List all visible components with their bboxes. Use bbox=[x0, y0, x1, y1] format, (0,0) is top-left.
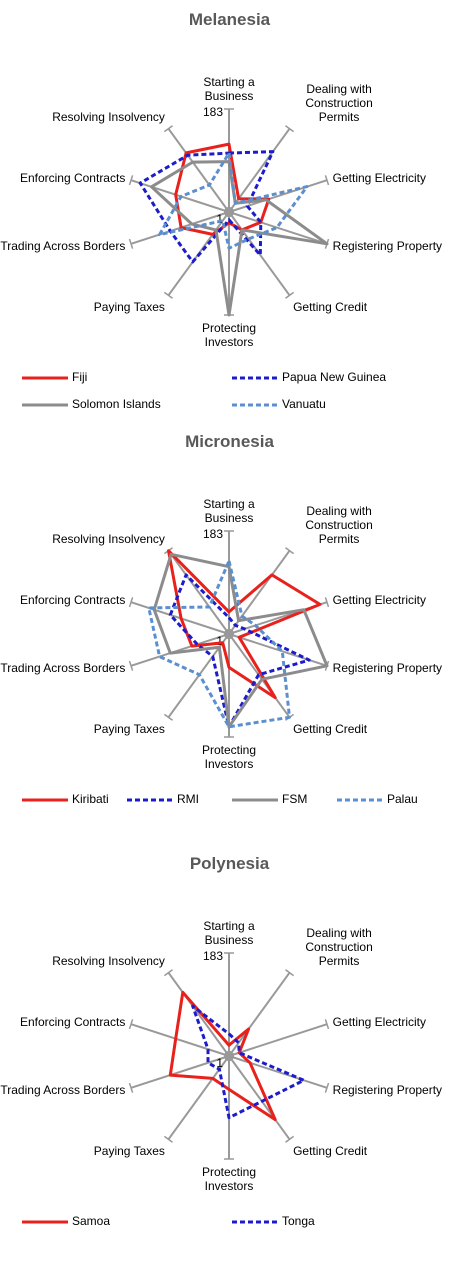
axis-spoke bbox=[167, 972, 230, 1057]
r-tick-label: 1 bbox=[216, 1056, 223, 1070]
tick-mark bbox=[128, 175, 134, 186]
chart-title: Polynesia bbox=[189, 854, 270, 873]
r-tick-label: 183 bbox=[203, 105, 223, 119]
legend-label: Samoa bbox=[72, 1214, 110, 1228]
axis-spoke bbox=[228, 211, 328, 245]
axis-label: Starting a Business bbox=[183, 497, 275, 525]
tick-mark bbox=[285, 291, 295, 299]
legend-label: Solomon Islands bbox=[72, 397, 161, 411]
axis-spoke bbox=[167, 550, 230, 635]
legend-label: FSM bbox=[282, 792, 307, 806]
axis-label: Getting Credit bbox=[293, 300, 368, 315]
axis-label: Enforcing Contracts bbox=[19, 1015, 126, 1030]
axis-label: Protecting Investors bbox=[183, 743, 275, 771]
axis-spoke bbox=[167, 128, 230, 213]
axis-spoke bbox=[130, 1023, 230, 1057]
tick-mark bbox=[224, 1052, 234, 1060]
axis-label: Starting a Business bbox=[183, 919, 275, 947]
tick-mark bbox=[163, 713, 173, 721]
axis-label: Getting Credit bbox=[293, 1144, 368, 1159]
axis-label: Starting a Business bbox=[183, 75, 275, 103]
axis-label: Trading Across Borders bbox=[0, 660, 126, 675]
legend-label: Fiji bbox=[72, 370, 87, 384]
tick-mark bbox=[128, 1082, 134, 1093]
legend-label: Palau bbox=[387, 792, 418, 806]
axis-spoke bbox=[228, 1055, 291, 1140]
tick-mark bbox=[163, 1135, 173, 1143]
axis-spoke bbox=[228, 1023, 328, 1057]
chart-title: Micronesia bbox=[185, 432, 274, 451]
axis-label: Trading Across Borders bbox=[0, 1082, 126, 1097]
tick-mark bbox=[163, 969, 173, 977]
axis-label: Paying Taxes bbox=[93, 300, 165, 315]
series-line bbox=[191, 1004, 306, 1120]
axis-spoke bbox=[228, 633, 328, 667]
axis-label: Registering Property bbox=[332, 1082, 443, 1097]
axis-label: Enforcing Contracts bbox=[19, 171, 126, 186]
axis-spoke bbox=[228, 972, 291, 1057]
axis-label: Protecting Investors bbox=[183, 321, 275, 349]
tick-mark bbox=[128, 660, 134, 671]
axis-label: Dealing with Construction Permits bbox=[293, 925, 386, 968]
tick-mark bbox=[324, 597, 330, 608]
axis-label: Dealing with Construction Permits bbox=[293, 81, 386, 124]
series-line bbox=[147, 559, 291, 729]
tick-mark bbox=[324, 175, 330, 186]
legend-label: Tonga bbox=[282, 1214, 315, 1228]
series-line bbox=[158, 151, 309, 250]
tick-mark bbox=[324, 1019, 330, 1030]
tick-mark bbox=[285, 547, 295, 555]
legend-label: Kiribati bbox=[72, 792, 109, 806]
axis-label: Protecting Investors bbox=[183, 1165, 275, 1193]
axis-label: Resolving Insolvency bbox=[52, 953, 165, 968]
r-tick-label: 183 bbox=[203, 949, 223, 963]
tick-mark bbox=[285, 969, 295, 977]
axis-label: Getting Electricity bbox=[332, 1015, 427, 1030]
tick-mark bbox=[324, 1082, 330, 1093]
axis-label: Dealing with Construction Permits bbox=[293, 503, 386, 546]
series-line bbox=[150, 160, 329, 317]
axis-label: Getting Electricity bbox=[332, 593, 427, 608]
chart-title: Melanesia bbox=[188, 10, 271, 29]
series-line bbox=[152, 552, 329, 729]
axis-label: Resolving Insolvency bbox=[52, 109, 165, 124]
series-line bbox=[168, 990, 277, 1122]
axis-label: Trading Across Borders bbox=[0, 238, 126, 253]
r-tick-label: 1 bbox=[216, 212, 223, 226]
axis-label: Enforcing Contracts bbox=[19, 593, 126, 608]
tick-mark bbox=[128, 238, 134, 249]
tick-mark bbox=[285, 125, 295, 133]
tick-mark bbox=[128, 1019, 134, 1030]
series-line bbox=[167, 549, 322, 700]
legend-label: Papua New Guinea bbox=[282, 370, 386, 384]
axis-spoke bbox=[130, 1055, 230, 1089]
axis-spoke bbox=[130, 633, 230, 667]
axis-label: Paying Taxes bbox=[93, 722, 165, 737]
axis-label: Paying Taxes bbox=[93, 1144, 165, 1159]
axis-spoke bbox=[228, 179, 328, 213]
legend-label: Vanuatu bbox=[282, 397, 326, 411]
axis-spoke bbox=[228, 1055, 328, 1089]
series-line bbox=[138, 150, 275, 264]
axis-label: Resolving Insolvency bbox=[52, 531, 165, 546]
tick-mark bbox=[224, 208, 234, 216]
tick-mark bbox=[163, 291, 173, 299]
axis-label: Registering Property bbox=[332, 238, 443, 253]
axis-label: Getting Credit bbox=[293, 722, 368, 737]
tick-mark bbox=[128, 597, 134, 608]
axis-label: Registering Property bbox=[332, 660, 443, 675]
tick-mark bbox=[285, 1135, 295, 1143]
r-tick-label: 1 bbox=[216, 634, 223, 648]
axis-label: Getting Electricity bbox=[332, 171, 427, 186]
legend-label: RMI bbox=[177, 792, 199, 806]
r-tick-label: 183 bbox=[203, 527, 223, 541]
tick-mark bbox=[163, 125, 173, 133]
tick-mark bbox=[224, 630, 234, 638]
